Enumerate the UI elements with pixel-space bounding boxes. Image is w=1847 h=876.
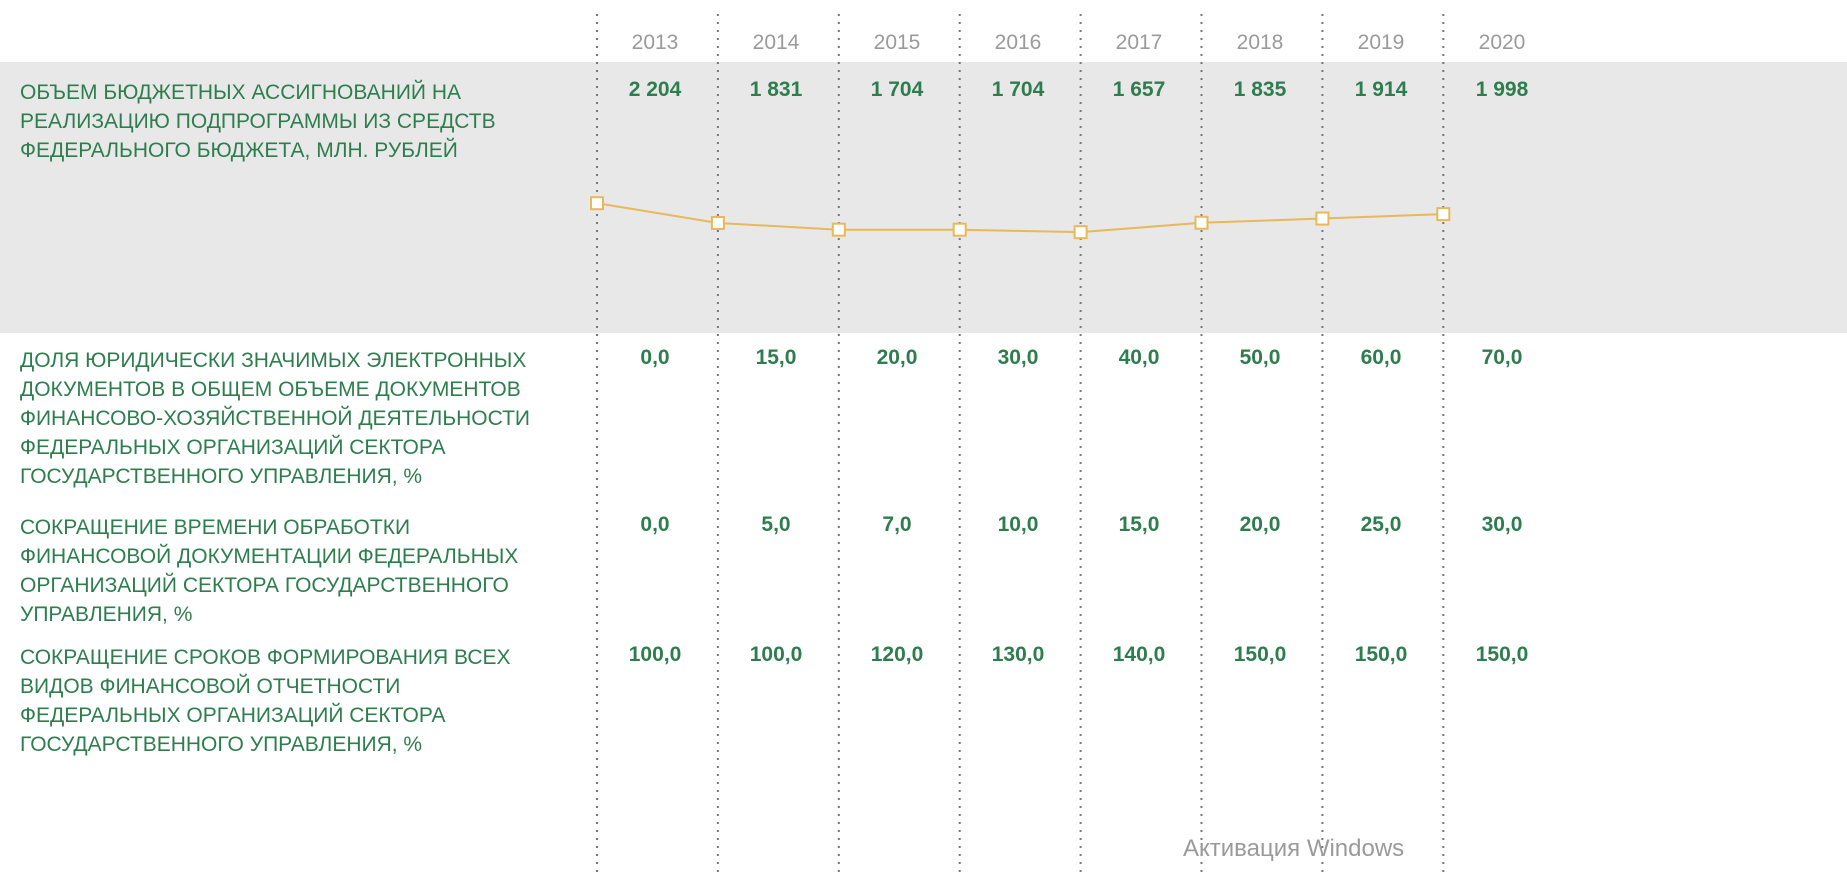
cell-value: 1 657 [1112,78,1166,101]
year-label: 2020 [1478,31,1526,54]
row-label: ДОКУМЕНТОВ В ОБЩЕМ ОБЪЕМЕ ДОКУМЕНТОВ [20,378,521,401]
cell-value: 30,0 [997,346,1039,369]
cell-value: 70,0 [1481,346,1523,369]
cell-value: 25,0 [1360,513,1402,536]
year-label: 2018 [1236,31,1284,54]
cell-value: 120,0 [870,643,924,666]
cell-value: 1 831 [749,78,803,101]
row-label: ФИНАНСОВО-ХОЗЯЙСТВЕННОЙ ДЕЯТЕЛЬНОСТИ [20,407,531,430]
cell-value: 0,0 [640,346,670,369]
cell-value: 150,0 [1354,643,1408,666]
row-label: УПРАВЛЕНИЯ, % [20,603,193,626]
cell-value: 7,0 [882,513,912,536]
row-label: ОРГАНИЗАЦИЙ СЕКТОРА ГОСУДАРСТВЕННОГО [20,574,509,597]
row-label: ДОЛЯ ЮРИДИЧЕСКИ ЗНАЧИМЫХ ЭЛЕКТРОННЫХ [20,349,527,372]
cell-value: 1 835 [1233,78,1287,101]
cell-value: 100,0 [749,643,803,666]
cell-value: 130,0 [991,643,1045,666]
cell-value: 20,0 [1239,513,1281,536]
cell-value: 20,0 [876,346,918,369]
cell-value: 1 704 [870,78,924,101]
row-label: ФИНАНСОВОЙ ДОКУМЕНТАЦИИ ФЕДЕРАЛЬНЫХ [20,545,519,568]
year-label: 2013 [631,31,679,54]
row-label: СОКРАЩЕНИЕ СРОКОВ ФОРМИРОВАНИЯ ВСЕХ [20,646,511,669]
trend-marker [1194,215,1209,230]
trend-marker [1436,207,1451,222]
trend-marker [590,196,604,211]
trend-marker [831,222,846,237]
year-label: 2014 [752,31,800,54]
row-label: ФЕДЕРАЛЬНЫХ ОРГАНИЗАЦИЙ СЕКТОРА [20,704,446,727]
row-label: ФЕДЕРАЛЬНЫХ ОРГАНИЗАЦИЙ СЕКТОРА [20,436,446,459]
cell-value: 100,0 [628,643,682,666]
year-label: 2019 [1357,31,1405,54]
cell-value: 0,0 [640,513,670,536]
cell-value: 150,0 [1475,643,1529,666]
row-label: ГОСУДАРСТВЕННОГО УПРАВЛЕНИЯ, % [20,465,423,488]
row-label: ГОСУДАРСТВЕННОГО УПРАВЛЕНИЯ, % [20,733,423,756]
cell-value: 5,0 [761,513,791,536]
year-label: 2016 [994,31,1042,54]
cell-value: 30,0 [1481,513,1523,536]
trend-marker [1315,211,1330,226]
row-label: СОКРАЩЕНИЕ ВРЕМЕНИ ОБРАБОТКИ [20,516,411,539]
trend-marker [710,215,725,230]
trend-marker [952,222,967,237]
cell-value: 1 704 [991,78,1045,101]
cell-value: 150,0 [1233,643,1287,666]
cell-value: 2 204 [628,78,682,101]
cell-value: 140,0 [1112,643,1166,666]
row-label: ФЕДЕРАЛЬНОГО БЮДЖЕТА, МЛН. РУБЛЕЙ [20,139,458,162]
trend-line [596,202,1444,234]
year-label: 2015 [873,31,921,54]
cell-value: 10,0 [997,513,1039,536]
cell-value: 1 914 [1354,78,1408,101]
row-label: РЕАЛИЗАЦИЮ ПОДПРОГРАММЫ ИЗ СРЕДСТВ [20,110,496,133]
year-label: 2017 [1115,31,1163,54]
row-label: ВИДОВ ФИНАНСОВОЙ ОТЧЕТНОСТИ [20,675,401,698]
row-label: ОБЪЕМ БЮДЖЕТНЫХ АССИГНОВАНИЙ НА [20,81,462,104]
watermark: Активация Windows [1183,835,1405,862]
trend-marker [1073,225,1088,240]
cell-value: 60,0 [1360,346,1402,369]
cell-value: 50,0 [1239,346,1281,369]
highlight-band [0,62,1847,333]
cell-value: 1 998 [1475,78,1529,101]
cell-value: 15,0 [755,346,797,369]
cell-value: 15,0 [1118,513,1160,536]
cell-value: 40,0 [1118,346,1160,369]
